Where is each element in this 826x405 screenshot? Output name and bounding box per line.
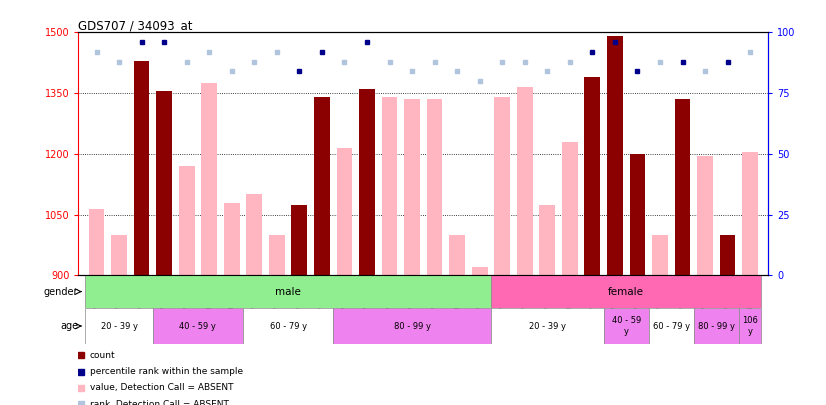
Bar xyxy=(491,275,762,308)
Bar xyxy=(134,61,150,275)
Text: percentile rank within the sample: percentile rank within the sample xyxy=(90,367,243,376)
Bar xyxy=(491,308,604,344)
Bar xyxy=(494,97,510,275)
Bar xyxy=(539,205,555,275)
Bar xyxy=(292,205,307,275)
Text: rank, Detection Call = ABSENT: rank, Detection Call = ABSENT xyxy=(90,400,229,405)
Bar xyxy=(427,99,443,275)
Bar xyxy=(85,275,491,308)
Bar xyxy=(675,99,691,275)
Text: female: female xyxy=(608,287,644,296)
Bar xyxy=(517,87,533,275)
Bar xyxy=(224,202,240,275)
Bar xyxy=(153,308,243,344)
Bar xyxy=(648,308,694,344)
Text: value, Detection Call = ABSENT: value, Detection Call = ABSENT xyxy=(90,384,233,392)
Text: GDS707 / 34093_at: GDS707 / 34093_at xyxy=(78,19,193,32)
Bar xyxy=(314,97,330,275)
Bar xyxy=(697,156,713,275)
Bar xyxy=(333,308,491,344)
Text: male: male xyxy=(275,287,301,296)
Bar xyxy=(652,235,668,275)
Text: 60 - 79 y: 60 - 79 y xyxy=(269,322,306,330)
Bar xyxy=(156,91,172,275)
Text: 80 - 99 y: 80 - 99 y xyxy=(393,322,430,330)
Bar xyxy=(404,99,420,275)
Text: 40 - 59
y: 40 - 59 y xyxy=(611,316,641,336)
Bar xyxy=(472,267,487,275)
Text: 106
y: 106 y xyxy=(743,316,758,336)
Bar xyxy=(694,308,739,344)
Text: count: count xyxy=(90,351,116,360)
Bar xyxy=(243,308,333,344)
Bar xyxy=(629,154,645,275)
Bar xyxy=(449,235,465,275)
Bar xyxy=(88,209,104,275)
Text: age: age xyxy=(60,321,78,331)
Text: 20 - 39 y: 20 - 39 y xyxy=(529,322,566,330)
Text: 60 - 79 y: 60 - 79 y xyxy=(653,322,690,330)
Bar xyxy=(178,166,195,275)
Bar xyxy=(604,308,648,344)
Bar xyxy=(743,152,758,275)
Bar xyxy=(585,77,601,275)
Text: 40 - 59 y: 40 - 59 y xyxy=(179,322,216,330)
Bar xyxy=(246,194,262,275)
Bar xyxy=(336,148,353,275)
Bar xyxy=(719,235,735,275)
Bar xyxy=(202,83,217,275)
Bar xyxy=(359,89,375,275)
Text: 80 - 99 y: 80 - 99 y xyxy=(698,322,735,330)
Text: gender: gender xyxy=(44,287,78,296)
Bar xyxy=(112,235,127,275)
Bar xyxy=(382,97,397,275)
Bar xyxy=(85,308,153,344)
Bar xyxy=(739,308,762,344)
Text: 20 - 39 y: 20 - 39 y xyxy=(101,322,138,330)
Bar xyxy=(607,36,623,275)
Bar xyxy=(562,142,577,275)
Bar xyxy=(269,235,285,275)
